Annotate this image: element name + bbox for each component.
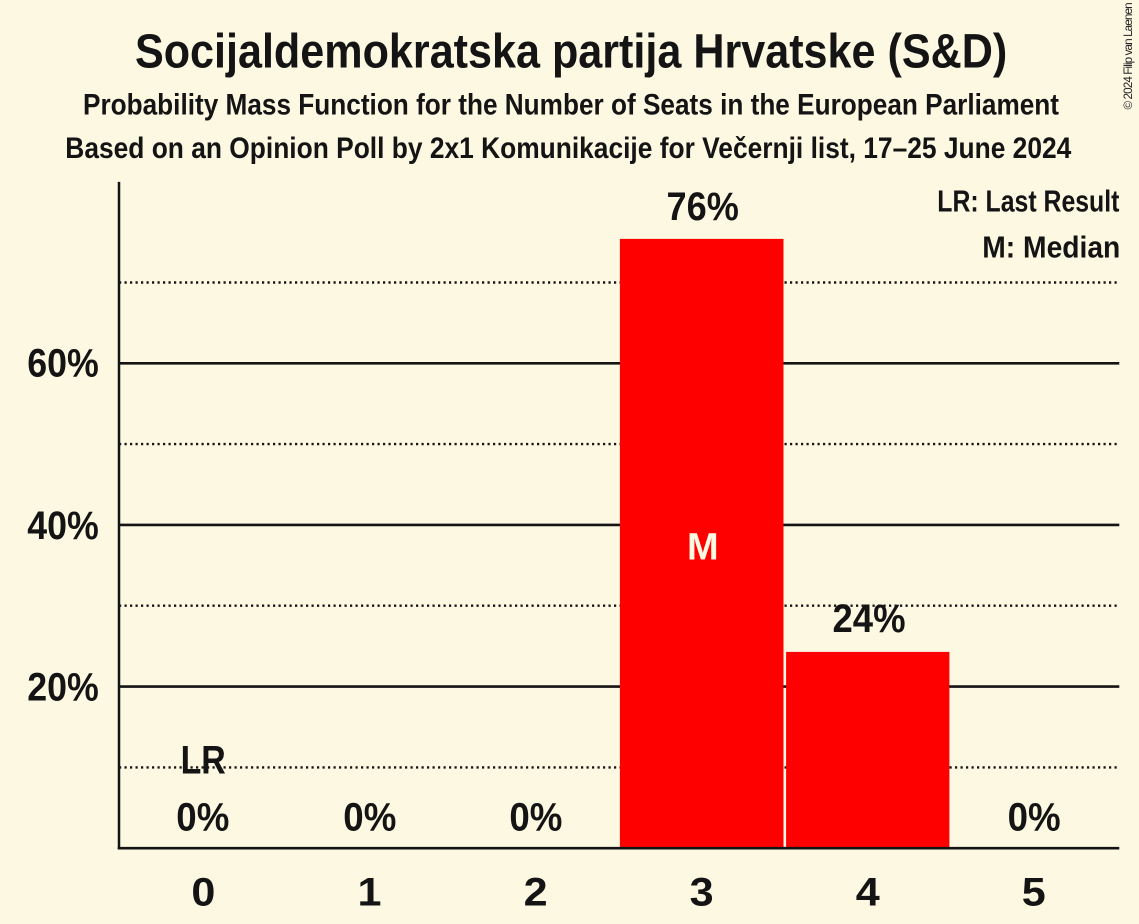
svg-text:1: 1 [358,870,382,914]
svg-text:0%: 0% [343,795,396,839]
svg-text:M: Median: M: Median [982,230,1120,265]
svg-text:0%: 0% [176,795,229,839]
svg-text:76%: 76% [667,185,739,229]
svg-text:0%: 0% [1008,795,1061,839]
svg-text:© 2024 Filip van Laenen: © 2024 Filip van Laenen [1122,3,1135,110]
svg-text:0%: 0% [509,795,562,839]
svg-text:Probability Mass Function for: Probability Mass Function for the Number… [83,89,1059,122]
svg-text:20%: 20% [27,666,99,710]
svg-text:LR: Last Result: LR: Last Result [937,183,1119,218]
svg-text:Based on an Opinion Poll by 2x: Based on an Opinion Poll by 2x1 Komunika… [65,132,1071,165]
svg-text:5: 5 [1022,870,1046,914]
svg-text:4: 4 [856,870,881,914]
svg-text:0: 0 [191,870,215,914]
svg-text:Socijaldemokratska partija Hrv: Socijaldemokratska partija Hrvatske (S&D… [135,24,1007,78]
svg-text:3: 3 [690,870,714,914]
svg-text:40%: 40% [27,504,99,548]
svg-text:2: 2 [524,870,548,914]
svg-text:M: M [687,527,719,569]
svg-text:24%: 24% [833,597,906,641]
svg-text:LR: LR [181,738,226,782]
svg-text:60%: 60% [27,342,99,386]
